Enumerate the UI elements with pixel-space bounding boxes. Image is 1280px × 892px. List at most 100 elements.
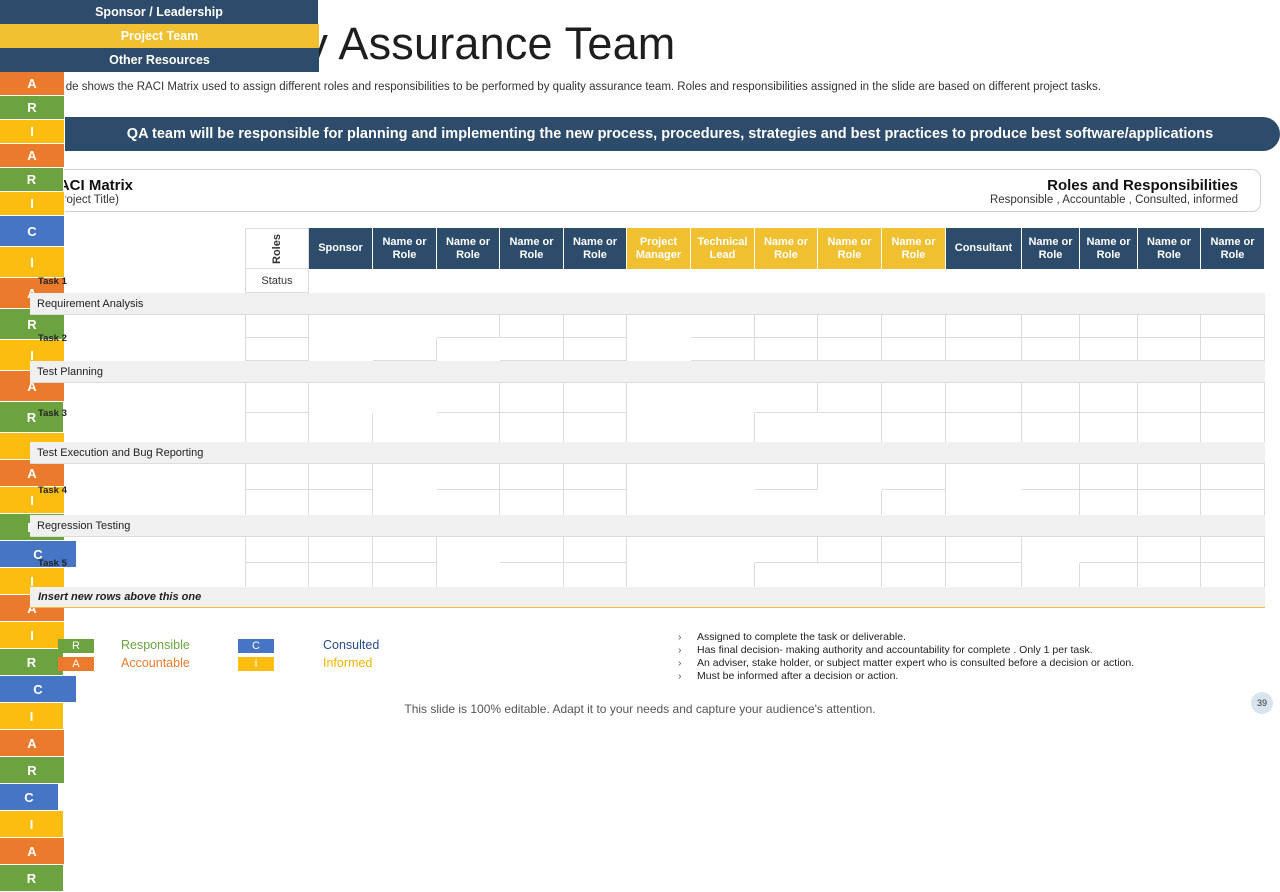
empty-cell — [691, 315, 755, 338]
raci-cell-I: I — [0, 811, 64, 838]
empty-cell — [818, 338, 882, 361]
roles-label: Roles — [271, 233, 283, 264]
empty-cell — [946, 563, 1022, 589]
empty-cell — [755, 464, 818, 490]
empty-cell — [373, 537, 437, 563]
matrix-info-box: RACI Matrix ( Project Title) Roles and R… — [25, 169, 1261, 212]
empty-cell — [946, 315, 1022, 338]
task-1-label: Task 1 — [38, 275, 67, 287]
note-item: › An adviser, stake holder, or subject ma… — [678, 657, 1135, 669]
column-header: Name or Role — [882, 228, 946, 269]
empty-cell — [564, 464, 627, 490]
empty-cell — [437, 315, 500, 338]
empty-cell — [1022, 383, 1080, 413]
empty-cell — [1080, 537, 1138, 563]
raci-cell-C: C — [0, 784, 59, 811]
column-header: Name or Role — [755, 228, 818, 269]
empty-cell — [691, 413, 755, 443]
column-header: Name or Role — [500, 228, 564, 269]
empty-cell — [818, 315, 882, 338]
empty-cell — [882, 563, 946, 589]
group-header: Project Team — [0, 24, 319, 48]
empty-cell — [1138, 338, 1201, 361]
status-cell — [245, 563, 309, 589]
empty-cell — [755, 383, 818, 413]
empty-cell — [1080, 315, 1138, 338]
legend-notes: › Assigned to complete the task or delive… — [678, 631, 1134, 683]
note-item: › Assigned to complete the task or delive… — [678, 631, 906, 643]
empty-cell — [691, 563, 755, 589]
status-cell — [245, 413, 309, 443]
empty-cell — [755, 315, 818, 338]
column-header: Sponsor — [309, 228, 373, 269]
empty-cell — [309, 490, 373, 516]
raci-cell-I: I — [0, 247, 65, 278]
empty-cell — [500, 338, 564, 361]
empty-cell — [818, 490, 882, 516]
empty-cell — [309, 563, 373, 589]
raci-cell-R: R — [0, 865, 64, 892]
task-label: Task 5 — [38, 557, 67, 569]
empty-cell — [1138, 413, 1201, 443]
empty-cell — [1201, 383, 1265, 413]
raci-cell-R: R — [0, 757, 65, 784]
empty-cell — [500, 413, 564, 443]
note-item: › Has final decision- making authority an… — [678, 644, 1093, 656]
page-subtitle: This slide shows the RACI Matrix used to… — [30, 81, 1101, 93]
empty-cell — [946, 383, 1022, 413]
empty-cell — [818, 563, 882, 589]
empty-cell — [564, 563, 627, 589]
empty-cell — [818, 383, 882, 413]
footer-text: This slide is 100% editable. Adapt it to… — [404, 702, 876, 716]
roles-header-cell: Roles — [245, 228, 309, 269]
status-cell — [245, 464, 309, 490]
section-row: Regression Testing — [30, 515, 1265, 537]
empty-cell — [755, 338, 818, 361]
column-header: Name or Role — [437, 228, 500, 269]
legend-swatch-R: R — [58, 639, 94, 653]
empty-cell — [437, 413, 500, 443]
chevron-right-icon: › — [678, 644, 682, 656]
empty-cell — [1080, 490, 1138, 516]
empty-cell — [1201, 315, 1265, 338]
empty-cell — [1138, 315, 1201, 338]
empty-cell — [882, 315, 946, 338]
empty-cell — [818, 413, 882, 443]
raci-cell-A: A — [0, 460, 65, 487]
empty-cell — [1022, 464, 1080, 490]
empty-cell — [309, 413, 373, 443]
group-header: Other Resources — [0, 48, 319, 72]
empty-cell — [691, 338, 755, 361]
empty-cell — [1201, 413, 1265, 443]
group-header: Sponsor / Leadership — [0, 0, 318, 24]
empty-cell — [1201, 490, 1265, 516]
raci-matrix-title: RACI Matrix — [48, 177, 134, 194]
empty-cell — [564, 315, 627, 338]
note-item: › Must be informed after a decision or ac… — [678, 670, 899, 682]
chevron-right-icon: › — [678, 670, 682, 682]
empty-cell — [1201, 563, 1265, 589]
empty-cell — [500, 315, 564, 338]
empty-cell — [1080, 383, 1138, 413]
empty-cell — [437, 490, 500, 516]
empty-cell — [564, 413, 627, 443]
empty-cell — [1201, 464, 1265, 490]
chevron-right-icon: › — [678, 657, 682, 669]
empty-cell — [564, 490, 627, 516]
empty-cell — [1138, 537, 1201, 563]
empty-cell — [882, 413, 946, 443]
page-number: 39 — [1251, 692, 1273, 714]
section-row: Test Execution and Bug Reporting — [30, 442, 1265, 464]
status-cell — [245, 490, 309, 516]
empty-cell — [882, 338, 946, 361]
empty-cell — [373, 563, 437, 589]
empty-cell — [437, 464, 500, 490]
status-cell — [245, 315, 309, 338]
column-header: Name or Role — [1201, 228, 1265, 269]
empty-cell — [882, 464, 946, 490]
banner-text: QA team will be responsible for planning… — [126, 126, 1214, 142]
legend-label-C: Consulted — [323, 638, 380, 652]
empty-cell — [500, 464, 564, 490]
legend-label-A: Accountable — [121, 656, 190, 670]
